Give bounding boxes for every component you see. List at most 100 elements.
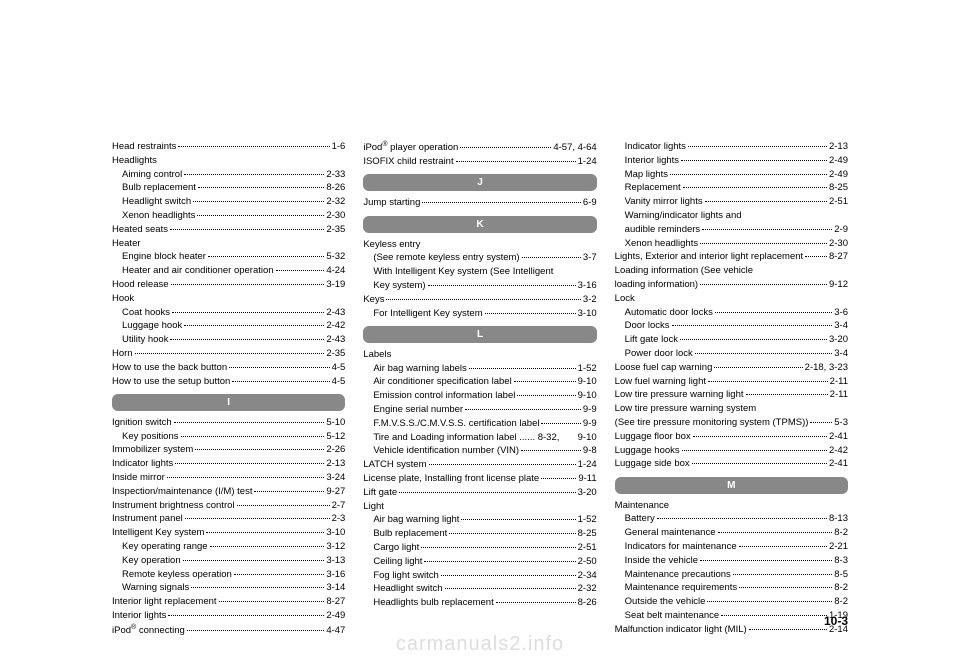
entry-label: Vehicle identification number (VIN) xyxy=(373,444,519,457)
index-entry: Power door lock3-4 xyxy=(615,347,848,360)
dot-leader xyxy=(692,463,827,464)
entry-label: Light xyxy=(363,500,384,513)
index-entry: Air bag warning labels1-52 xyxy=(363,362,596,375)
dot-leader xyxy=(428,285,576,286)
dot-leader xyxy=(805,256,827,257)
entry-label: Key positions xyxy=(122,430,179,443)
entry-label: Ceiling light xyxy=(373,555,422,568)
entry-label: Headlights xyxy=(112,154,157,167)
index-entry: Utility hook2-43 xyxy=(112,333,345,346)
page-reference: 3-2 xyxy=(583,293,597,306)
entry-label: Key system) xyxy=(373,279,425,292)
dot-leader xyxy=(181,436,325,437)
index-entry: Emission control information label9-10 xyxy=(363,389,596,402)
entry-label: Engine block heater xyxy=(122,250,206,263)
index-entry: Hook xyxy=(112,292,345,305)
entry-label: How to use the setup button xyxy=(112,375,230,388)
dot-leader xyxy=(386,299,580,300)
index-entry: iPod® player operation4-57, 4-64 xyxy=(363,140,596,154)
index-entry: Ceiling light2-50 xyxy=(363,555,596,568)
index-entry: Luggage hooks2-42 xyxy=(615,444,848,457)
page-reference: 4-47 xyxy=(326,624,345,637)
page-reference: 3-20 xyxy=(829,333,848,346)
index-entry: Ignition switch5-10 xyxy=(112,416,345,429)
dot-leader xyxy=(276,270,325,271)
dot-leader xyxy=(469,368,576,369)
page-reference: 9-27 xyxy=(326,485,345,498)
index-entry: Maintenance xyxy=(615,499,848,512)
dot-leader xyxy=(465,409,581,410)
index-entry: Light xyxy=(363,500,596,513)
entry-label: Seat belt maintenance xyxy=(625,609,720,622)
dot-leader xyxy=(197,215,324,216)
dot-leader xyxy=(237,505,330,506)
page-reference: 2-49 xyxy=(829,168,848,181)
entry-label: General maintenance xyxy=(625,526,716,539)
index-entry: Door locks3-4 xyxy=(615,319,848,332)
page-reference: 4-57, 4-64 xyxy=(553,141,596,154)
index-entry: Inspection/maintenance (I/M) test 9-27 xyxy=(112,485,345,498)
dot-leader xyxy=(708,381,828,382)
index-entry: Heater and air conditioner operation4-24 xyxy=(112,264,345,277)
index-entry: Headlights bulb replacement8-26 xyxy=(363,596,596,609)
dot-leader xyxy=(714,367,802,368)
entry-label: Maintenance precautions xyxy=(625,568,731,581)
entry-label: For Intelligent Key system xyxy=(373,307,482,320)
dot-leader xyxy=(514,381,576,382)
page-reference: 3-12 xyxy=(326,540,345,553)
dot-leader xyxy=(718,532,833,533)
dot-leader xyxy=(193,201,324,202)
entry-label: Low fuel warning light xyxy=(615,375,706,388)
watermark: carmanuals2.info xyxy=(396,633,564,656)
dot-leader xyxy=(191,587,324,588)
dot-leader xyxy=(424,561,575,562)
index-entry: Heater xyxy=(112,237,345,250)
column-3: Indicator lights2-13Interior lights2-49M… xyxy=(615,140,848,638)
page-reference: 3-14 xyxy=(326,581,345,594)
entry-label: Map lights xyxy=(625,168,668,181)
entry-label: Intelligent Key system xyxy=(112,526,204,539)
index-entry: audible reminders2-9 xyxy=(615,223,848,236)
entry-label: Luggage hooks xyxy=(615,444,680,457)
entry-label: Low tire pressure warning light xyxy=(615,388,744,401)
entry-label: Inspection/maintenance (I/M) test xyxy=(112,485,252,498)
dot-leader xyxy=(681,160,827,161)
page-reference: 9-12 xyxy=(829,278,848,291)
dot-leader xyxy=(700,284,827,285)
page-reference: 2-43 xyxy=(326,333,345,346)
page-reference: 1-52 xyxy=(578,362,597,375)
entry-label: Bulb replacement xyxy=(373,527,447,540)
page-reference: 3-10 xyxy=(326,526,345,539)
entry-label: Xenon headlights xyxy=(122,209,195,222)
entry-label: (See tire pressure monitoring system (TP… xyxy=(615,416,809,429)
index-entry: Air bag warning light1-52 xyxy=(363,513,596,526)
page-reference: 2-35 xyxy=(326,347,345,360)
entry-label: Lift gate lock xyxy=(625,333,678,346)
index-entry: F.M.V.S.S./C.M.V.S.S. certification labe… xyxy=(363,417,596,430)
entry-label: Lights, Exterior and interior light repl… xyxy=(615,250,804,263)
index-entry: Horn2-35 xyxy=(112,347,345,360)
dot-leader xyxy=(460,147,551,148)
dot-leader xyxy=(172,312,324,313)
entry-label: Interior light replacement xyxy=(112,595,217,608)
dot-leader xyxy=(210,546,325,547)
dot-leader xyxy=(485,313,576,314)
page-reference: 6-9 xyxy=(583,196,597,209)
page-reference: 2-7 xyxy=(332,499,346,512)
entry-label: Immobilizer system xyxy=(112,443,193,456)
entry-label: Head restraints xyxy=(112,140,176,153)
dot-leader xyxy=(135,353,325,354)
entry-label: Luggage hook xyxy=(122,319,182,332)
index-entry: Indicators for maintenance2-21 xyxy=(615,540,848,553)
entry-label: Air bag warning light xyxy=(373,513,459,526)
page-reference: 5-12 xyxy=(326,430,345,443)
entry-label: Indicators for maintenance xyxy=(625,540,737,553)
index-entry: Vanity mirror lights2-51 xyxy=(615,195,848,208)
entry-label: Warning/indicator lights and xyxy=(625,209,742,222)
entry-label: Heated seats xyxy=(112,223,168,236)
index-entry: Indicator lights2-13 xyxy=(615,140,848,153)
dot-leader xyxy=(707,601,832,602)
index-entry: Maintenance requirements8-2 xyxy=(615,581,848,594)
page-reference: 2-11 xyxy=(830,375,848,388)
entry-label: Loading information (See vehicle xyxy=(615,264,753,277)
